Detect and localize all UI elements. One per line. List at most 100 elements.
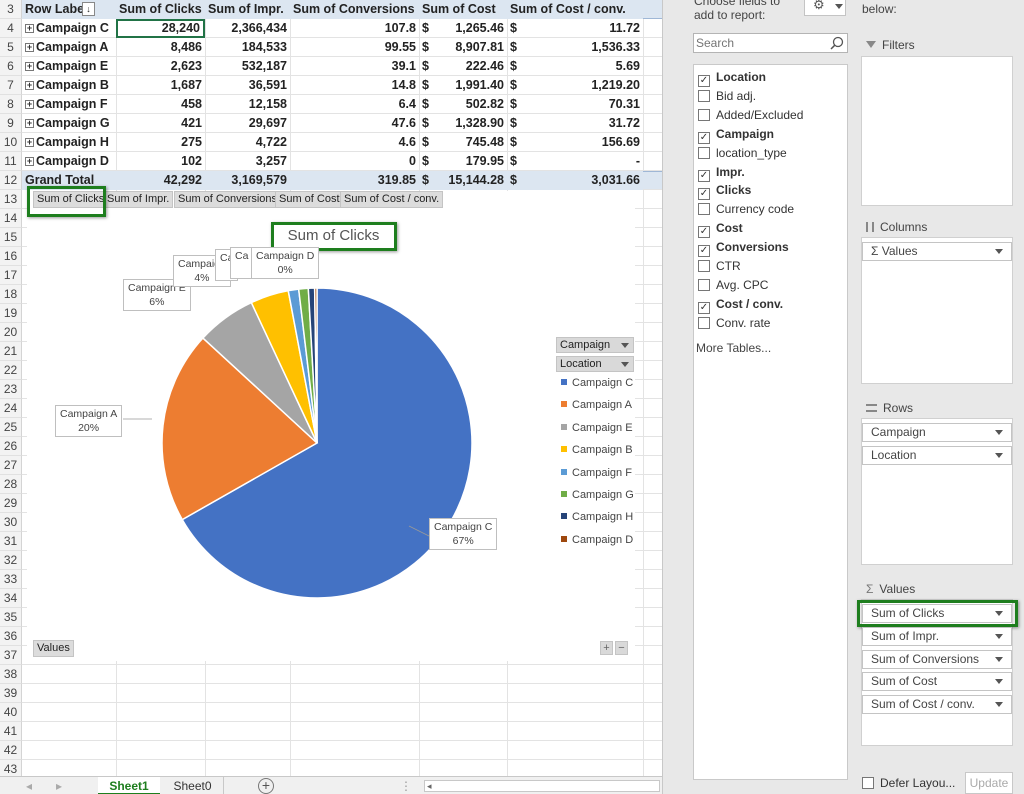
cell-conversions[interactable]: 14.8	[391, 78, 416, 92]
rows-chip-campaign[interactable]: Campaign	[862, 423, 1012, 442]
chart-field-button-impr[interactable]: Sum of Impr.	[103, 191, 174, 208]
cell-cost-conv[interactable]: 31.72	[608, 116, 640, 130]
legend-item[interactable]: Campaign G	[561, 489, 634, 501]
legend-item[interactable]: Campaign A	[561, 399, 632, 411]
rows-area[interactable]	[861, 418, 1013, 565]
cell-cost-currency[interactable]: $	[422, 154, 429, 168]
row-number[interactable]: 29	[0, 494, 22, 513]
chart-field-button-cost[interactable]: Sum of Cost	[275, 191, 344, 208]
field-checkbox[interactable]	[698, 108, 710, 121]
row-number[interactable]: 36	[0, 627, 22, 646]
data-label-campaign-a[interactable]: Campaign A 20%	[55, 405, 123, 437]
data-label-campaign-g[interactable]: Ca	[230, 247, 254, 279]
row-number[interactable]: 25	[0, 418, 22, 437]
cell-conversions[interactable]: 99.55	[384, 40, 416, 54]
legend-item[interactable]: Campaign C	[561, 377, 633, 389]
legend-item[interactable]: Campaign H	[561, 511, 633, 523]
field-item-location[interactable]: ✓ Location	[698, 69, 766, 87]
cell-cost-currency[interactable]: $	[422, 97, 429, 111]
cell-cost[interactable]: 1,991.40	[455, 78, 504, 92]
cell-impr[interactable]: 12,158	[248, 97, 287, 111]
cell-cost-conv[interactable]: 70.31	[608, 97, 640, 111]
cell-cpc-currency[interactable]: $	[510, 40, 517, 54]
cell-clicks[interactable]: 102	[181, 154, 202, 168]
pie-slice-campaign-c[interactable]	[181, 287, 473, 599]
cell-cost-conv[interactable]: 11.72	[609, 21, 640, 35]
pie-slice-campaign-b[interactable]	[250, 289, 318, 444]
values-chip-impr[interactable]: Sum of Impr.	[862, 627, 1012, 646]
sheet-tab-sheet1[interactable]: Sheet1	[98, 777, 160, 794]
values-chip-conversions[interactable]: Sum of Conversions	[862, 650, 1012, 669]
chevron-down-icon[interactable]	[995, 611, 1003, 616]
columns-area[interactable]	[861, 237, 1013, 384]
row-number[interactable]: 14	[0, 209, 22, 228]
cell-impr[interactable]: 36,591	[248, 78, 287, 92]
row-number[interactable]: 28	[0, 475, 22, 494]
update-button[interactable]: Update	[965, 772, 1013, 794]
row-number[interactable]: 41	[0, 722, 22, 741]
row-label[interactable]: + Campaign F	[22, 95, 116, 114]
field-item-bid-adj-[interactable]: Bid adj.	[698, 88, 756, 106]
defer-layout-checkbox[interactable]: Defer Layou...	[862, 776, 955, 790]
cell-clicks[interactable]: 28,240	[116, 19, 205, 38]
field-checkbox[interactable]	[698, 203, 710, 216]
legend-filter-campaign[interactable]: Campaign	[556, 337, 634, 353]
legend-item[interactable]: Campaign E	[561, 422, 633, 434]
row-number[interactable]: 22	[0, 361, 22, 380]
cell-impr[interactable]: 3,257	[255, 154, 287, 168]
filters-area[interactable]	[861, 56, 1013, 206]
row-number[interactable]: 18	[0, 285, 22, 304]
collapse-button[interactable]: −	[615, 641, 628, 655]
cell-cpc-currency[interactable]: $	[510, 154, 517, 168]
rows-chip-location[interactable]: Location	[862, 446, 1012, 465]
cell-cost-conv[interactable]: 1,536.33	[591, 40, 640, 54]
row-number[interactable]: 7	[0, 76, 22, 95]
cell-cpc-currency[interactable]: $	[510, 97, 517, 111]
row-label[interactable]: + Campaign D	[22, 152, 116, 171]
cell-cost[interactable]: 15,144.28	[435, 171, 507, 190]
expand-button[interactable]: +	[600, 641, 613, 655]
cell-cost[interactable]: 8,907.81	[455, 40, 504, 54]
cell-cost-conv[interactable]: -	[635, 154, 640, 168]
cell-conversions[interactable]: 6.4	[398, 97, 416, 111]
legend-item[interactable]: Campaign D	[561, 534, 633, 546]
chart-title[interactable]: Sum of Clicks	[287, 227, 380, 244]
row-number[interactable]: 12	[0, 171, 22, 190]
prev-sheet-icon[interactable]: ◂	[25, 779, 33, 793]
chart-field-button-cost-conv[interactable]: Sum of Cost / conv.	[340, 191, 444, 208]
row-number[interactable]: 37	[0, 646, 22, 665]
empty-row[interactable]	[22, 741, 662, 760]
row-number[interactable]: 31	[0, 532, 22, 551]
data-label-campaign-e[interactable]: Campaign E 6%	[123, 279, 191, 311]
expand-icon[interactable]: +	[25, 156, 34, 166]
chevron-down-icon[interactable]	[995, 702, 1003, 707]
chart-field-button-clicks[interactable]: Sum of Clicks	[33, 191, 109, 208]
legend-item[interactable]: Campaign F	[561, 467, 632, 479]
field-checkbox[interactable]: ✓	[698, 169, 710, 182]
cell-clicks[interactable]: 2,623	[170, 59, 202, 73]
cell-cpc-currency[interactable]: $	[510, 78, 517, 92]
cell-cost-currency[interactable]: $	[419, 171, 435, 190]
row-number[interactable]: 34	[0, 589, 22, 608]
cell-impr[interactable]: 3,169,579	[205, 171, 290, 190]
expand-icon[interactable]: +	[25, 99, 34, 109]
field-item-location-type[interactable]: location_type	[698, 145, 787, 163]
tab-splitter[interactable]: ⋮	[400, 779, 412, 793]
chevron-down-icon[interactable]	[995, 249, 1003, 254]
worksheet[interactable]: 3 Row Labels ↓ Sum of Clicks Sum of Impr. Sum…	[0, 0, 662, 794]
row-number[interactable]: 42	[0, 741, 22, 760]
cell-impr[interactable]: 532,187	[241, 59, 287, 73]
cell-cost-conv[interactable]: 1,219.20	[591, 78, 640, 92]
row-number[interactable]: 39	[0, 684, 22, 703]
field-checkbox[interactable]: ✓	[698, 245, 710, 258]
expand-icon[interactable]: +	[25, 137, 34, 147]
cell-cost-currency[interactable]: $	[422, 59, 429, 73]
cell-clicks[interactable]: 458	[181, 97, 202, 111]
header-sum-cost[interactable]: Sum of Cost	[419, 0, 507, 19]
search-field[interactable]	[693, 33, 848, 53]
field-item-cost-conv-[interactable]: ✓ Cost / conv.	[698, 296, 783, 314]
cell-cost[interactable]: 745.48	[465, 135, 504, 149]
empty-row[interactable]	[22, 646, 662, 665]
empty-row[interactable]	[22, 684, 662, 703]
cell-impr[interactable]: 2,366,434	[231, 21, 287, 35]
